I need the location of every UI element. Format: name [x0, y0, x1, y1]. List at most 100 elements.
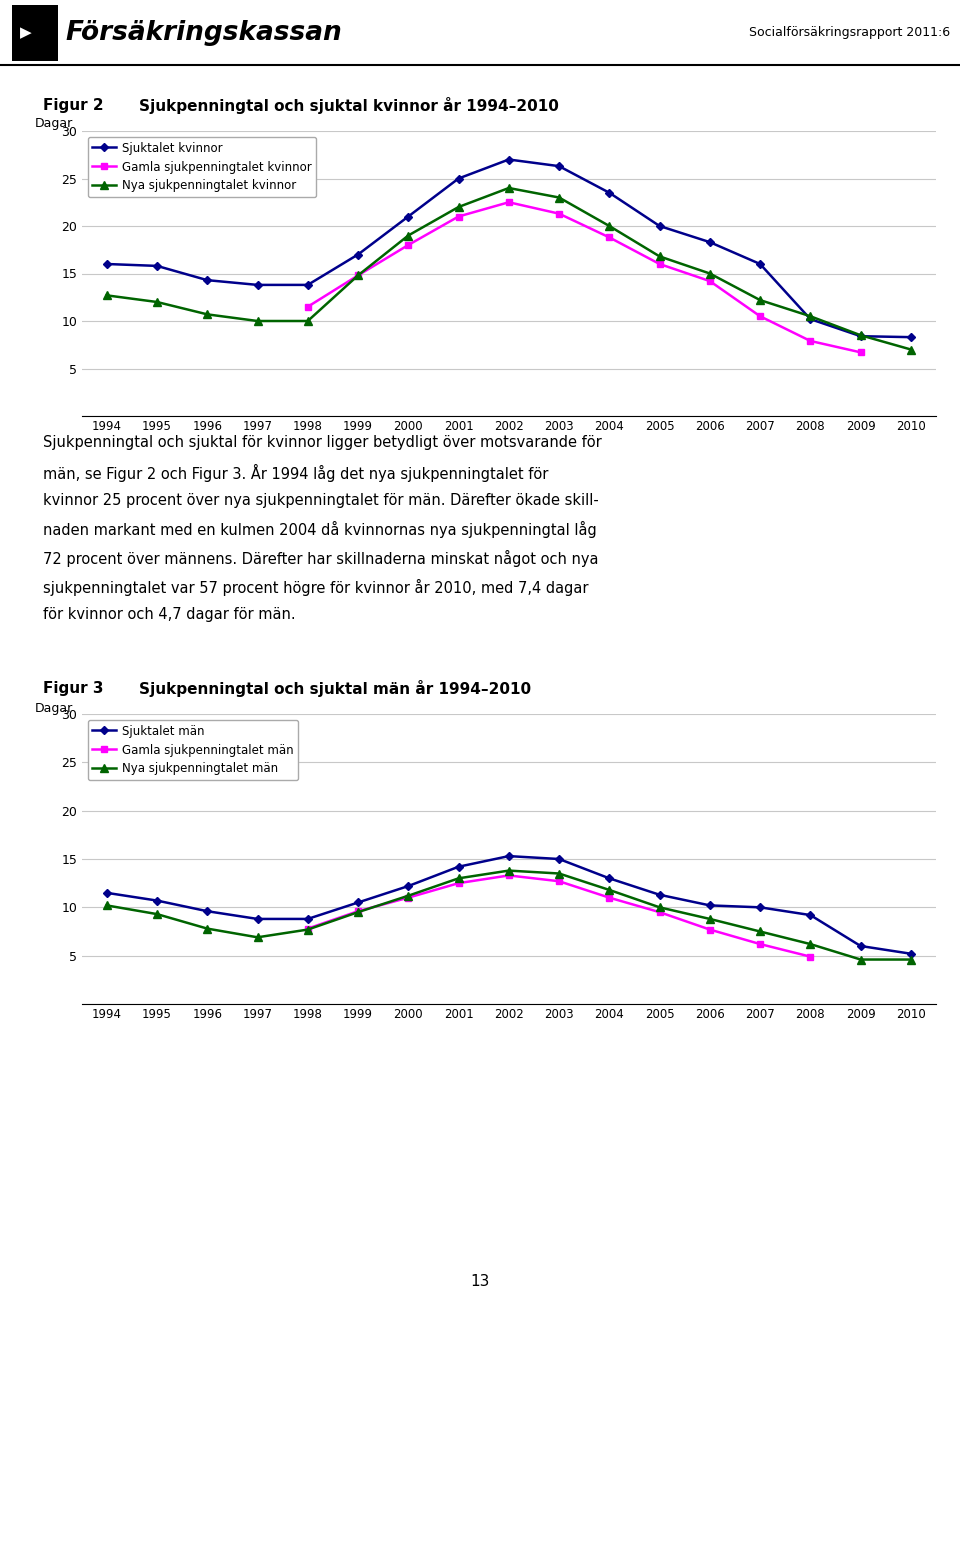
Sjuktalet kvinnor: [202, 271, 213, 290]
Gamla sjukpenningtalet kvinnor: [755, 307, 766, 326]
Nya sjukpenningtalet kvinnor: [604, 217, 615, 235]
Sjuktalet män: [352, 893, 364, 911]
Text: 72 procent över männens. Därefter har skillnaderna minskat något och nya: 72 procent över männens. Därefter har sk…: [43, 550, 599, 567]
Nya sjukpenningtalet män: [202, 919, 213, 938]
Sjuktalet män: [604, 869, 615, 888]
Sjuktalet kvinnor: [453, 170, 465, 189]
Nya sjukpenningtalet män: [453, 869, 465, 888]
Sjuktalet män: [101, 883, 112, 902]
Gamla sjukpenningtalet kvinnor: [302, 298, 314, 316]
Nya sjukpenningtalet män: [252, 929, 263, 947]
Bar: [12, 5, 58, 61]
Sjuktalet kvinnor: [704, 232, 715, 251]
Nya sjukpenningtalet kvinnor: [503, 179, 515, 198]
Text: män, se Figur 2 och Figur 3. År 1994 låg det nya sjukpenningtalet för: män, se Figur 2 och Figur 3. År 1994 låg…: [43, 464, 548, 481]
Sjuktalet män: [654, 885, 665, 904]
Sjuktalet män: [704, 896, 715, 915]
Text: för kvinnor och 4,7 dagar för män.: för kvinnor och 4,7 dagar för män.: [43, 608, 296, 622]
Sjuktalet män: [755, 897, 766, 916]
Gamla sjukpenningtalet män: [654, 902, 665, 921]
Gamla sjukpenningtalet män: [302, 919, 314, 938]
Nya sjukpenningtalet kvinnor: [804, 307, 816, 326]
Nya sjukpenningtalet kvinnor: [654, 248, 665, 266]
Gamla sjukpenningtalet kvinnor: [503, 193, 515, 212]
Sjuktalet män: [202, 902, 213, 921]
Line: Gamla sjukpenningtalet män: Gamla sjukpenningtalet män: [304, 872, 813, 960]
Line: Gamla sjukpenningtalet kvinnor: Gamla sjukpenningtalet kvinnor: [304, 199, 864, 355]
Sjuktalet män: [453, 857, 465, 876]
Sjuktalet kvinnor: [302, 276, 314, 294]
Gamla sjukpenningtalet kvinnor: [453, 207, 465, 226]
Sjuktalet kvinnor: [152, 257, 163, 276]
Sjuktalet kvinnor: [101, 254, 112, 273]
Gamla sjukpenningtalet män: [755, 935, 766, 953]
Nya sjukpenningtalet kvinnor: [352, 266, 364, 285]
Gamla sjukpenningtalet män: [604, 888, 615, 907]
Nya sjukpenningtalet män: [101, 896, 112, 915]
Nya sjukpenningtalet kvinnor: [402, 226, 414, 245]
Nya sjukpenningtalet män: [804, 935, 816, 953]
Sjuktalet kvinnor: [402, 207, 414, 226]
Nya sjukpenningtalet män: [755, 922, 766, 941]
Sjuktalet kvinnor: [654, 217, 665, 235]
Gamla sjukpenningtalet kvinnor: [854, 343, 866, 361]
Nya sjukpenningtalet kvinnor: [905, 340, 917, 358]
Nya sjukpenningtalet kvinnor: [101, 287, 112, 305]
Text: Figur 2: Figur 2: [43, 98, 104, 114]
Line: Sjuktalet kvinnor: Sjuktalet kvinnor: [104, 156, 914, 340]
Nya sjukpenningtalet kvinnor: [755, 291, 766, 310]
Text: Socialförsäkringsrapport 2011:6: Socialförsäkringsrapport 2011:6: [749, 26, 950, 39]
Text: Figur 3: Figur 3: [43, 681, 104, 696]
Gamla sjukpenningtalet kvinnor: [704, 271, 715, 290]
Sjuktalet kvinnor: [604, 184, 615, 203]
Sjuktalet kvinnor: [854, 327, 866, 346]
Sjuktalet kvinnor: [252, 276, 263, 294]
Sjuktalet män: [302, 910, 314, 929]
Sjuktalet kvinnor: [553, 157, 564, 176]
Gamla sjukpenningtalet kvinnor: [654, 254, 665, 273]
Text: naden markant med en kulmen 2004 då kvinnornas nya sjukpenningtal låg: naden markant med en kulmen 2004 då kvin…: [43, 522, 597, 539]
Gamla sjukpenningtalet kvinnor: [352, 266, 364, 285]
Text: kvinnor 25 procent över nya sjukpenningtalet för män. Därefter ökade skill-: kvinnor 25 procent över nya sjukpenningt…: [43, 492, 599, 508]
Nya sjukpenningtalet män: [854, 950, 866, 969]
Text: ▶: ▶: [20, 25, 32, 41]
Sjuktalet män: [402, 877, 414, 896]
Nya sjukpenningtalet män: [553, 865, 564, 883]
Nya sjukpenningtalet kvinnor: [252, 312, 263, 330]
Line: Nya sjukpenningtalet kvinnor: Nya sjukpenningtalet kvinnor: [103, 184, 915, 354]
Sjuktalet män: [854, 936, 866, 955]
Sjuktalet kvinnor: [503, 150, 515, 168]
Text: sjukpenningtalet var 57 procent högre för kvinnor år 2010, med 7,4 dagar: sjukpenningtalet var 57 procent högre fö…: [43, 578, 588, 595]
Text: Sjukpenningtal och sjuktal män år 1994–2010: Sjukpenningtal och sjuktal män år 1994–2…: [139, 681, 531, 698]
Gamla sjukpenningtalet män: [402, 888, 414, 907]
Sjuktalet män: [152, 891, 163, 910]
Gamla sjukpenningtalet män: [503, 866, 515, 885]
Nya sjukpenningtalet män: [905, 950, 917, 969]
Line: Nya sjukpenningtalet män: Nya sjukpenningtalet män: [103, 866, 915, 963]
Nya sjukpenningtalet kvinnor: [202, 305, 213, 324]
Nya sjukpenningtalet män: [302, 921, 314, 939]
Sjuktalet män: [553, 849, 564, 868]
Nya sjukpenningtalet kvinnor: [453, 198, 465, 217]
Nya sjukpenningtalet kvinnor: [152, 293, 163, 312]
Legend: Sjuktalet män, Gamla sjukpenningtalet män, Nya sjukpenningtalet män: Sjuktalet män, Gamla sjukpenningtalet mä…: [87, 720, 299, 781]
Sjuktalet män: [252, 910, 263, 929]
Sjuktalet kvinnor: [755, 254, 766, 273]
Nya sjukpenningtalet kvinnor: [854, 326, 866, 344]
Text: 13: 13: [470, 1273, 490, 1288]
Nya sjukpenningtalet män: [152, 905, 163, 924]
Nya sjukpenningtalet kvinnor: [302, 312, 314, 330]
Legend: Sjuktalet kvinnor, Gamla sjukpenningtalet kvinnor, Nya sjukpenningtalet kvinnor: Sjuktalet kvinnor, Gamla sjukpenningtale…: [87, 137, 316, 198]
Text: Dagar: Dagar: [35, 703, 73, 715]
Gamla sjukpenningtalet män: [453, 874, 465, 893]
Nya sjukpenningtalet män: [352, 902, 364, 921]
Gamla sjukpenningtalet män: [553, 872, 564, 891]
Gamla sjukpenningtalet män: [352, 902, 364, 921]
Sjuktalet män: [804, 905, 816, 924]
Nya sjukpenningtalet män: [503, 862, 515, 880]
Line: Sjuktalet män: Sjuktalet män: [104, 852, 914, 957]
Gamla sjukpenningtalet kvinnor: [553, 204, 564, 223]
Nya sjukpenningtalet män: [402, 887, 414, 905]
Sjuktalet kvinnor: [352, 245, 364, 263]
Sjuktalet män: [503, 846, 515, 865]
